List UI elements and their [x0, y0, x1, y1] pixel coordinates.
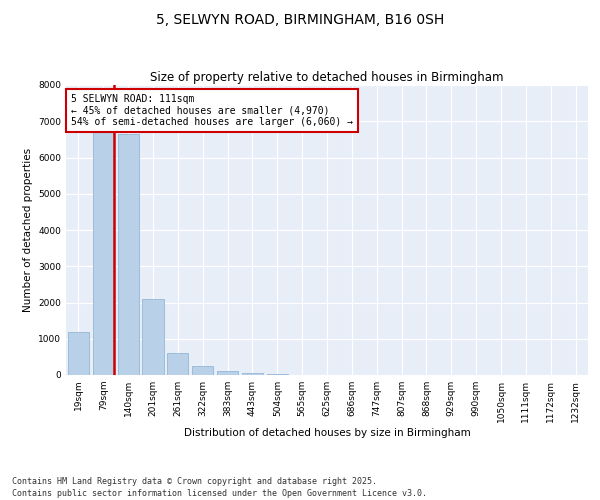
Bar: [93, 132, 114, 375]
Bar: [192, 366, 213, 375]
Bar: [142, 299, 164, 375]
Bar: [167, 353, 188, 375]
Bar: [242, 373, 263, 375]
Bar: [118, 134, 139, 375]
X-axis label: Distribution of detached houses by size in Birmingham: Distribution of detached houses by size …: [184, 428, 470, 438]
Bar: [68, 332, 89, 375]
Y-axis label: Number of detached properties: Number of detached properties: [23, 148, 32, 312]
Text: 5 SELWYN ROAD: 111sqm
← 45% of detached houses are smaller (4,970)
54% of semi-d: 5 SELWYN ROAD: 111sqm ← 45% of detached …: [71, 94, 353, 127]
Text: Contains HM Land Registry data © Crown copyright and database right 2025.
Contai: Contains HM Land Registry data © Crown c…: [12, 476, 427, 498]
Title: Size of property relative to detached houses in Birmingham: Size of property relative to detached ho…: [150, 71, 504, 84]
Text: 5, SELWYN ROAD, BIRMINGHAM, B16 0SH: 5, SELWYN ROAD, BIRMINGHAM, B16 0SH: [156, 12, 444, 26]
Bar: [267, 374, 288, 375]
Bar: [217, 372, 238, 375]
